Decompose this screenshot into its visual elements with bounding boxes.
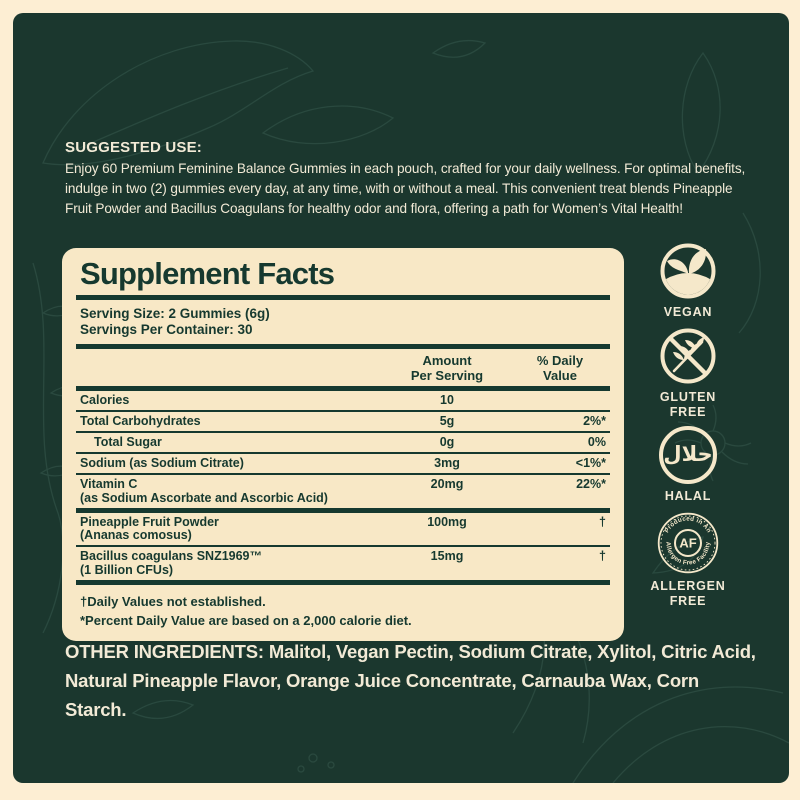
badge-allergen-free-label: ALLERGEN FREE: [650, 579, 726, 608]
supplement-facts-title: Supplement Facts: [80, 256, 335, 291]
badge-gluten-free: GLUTEN FREE: [646, 327, 730, 419]
serving-size: Serving Size: 2 Gummies (6g): [80, 306, 270, 321]
divider: [76, 344, 610, 349]
servings-per-container: Servings Per Container: 30: [80, 322, 253, 337]
halal-icon: حلال: [659, 426, 717, 484]
halal-arabic-text: حلال: [663, 441, 713, 466]
table-row-calories: Calories 10: [76, 391, 610, 412]
label-board: SUGGESTED USE: Enjoy 60 Premium Feminine…: [13, 13, 789, 783]
table-row-bacillus-coagulans: Bacillus coagulans SNZ1969™ (1 Billion C…: [76, 547, 610, 585]
table-row-total-carbohydrates: Total Carbohydrates 5g 2%*: [76, 412, 610, 433]
other-ingredients-section: OTHER INGREDIENTS: Malitol, Vegan Pectin…: [65, 637, 765, 724]
vegan-icon: [660, 243, 716, 299]
badge-allergen-free: Produced in An Allergen Free Facility AF…: [646, 512, 730, 608]
suggested-use-text: Enjoy 60 Premium Feminine Balance Gummie…: [65, 161, 746, 216]
footnote-percent-dv: *Percent Daily Value are based on a 2,00…: [80, 613, 412, 628]
suggested-use-heading: SUGGESTED USE:: [65, 139, 202, 156]
serving-info: Serving Size: 2 Gummies (6g) Servings Pe…: [80, 306, 610, 338]
footnote-daily-values: †Daily Values not established.: [80, 593, 266, 609]
badge-halal: حلال HALAL: [646, 426, 730, 504]
badge-vegan-label: VEGAN: [663, 305, 713, 319]
table-row-vitamin-c: Vitamin C (as Sodium Ascorbate and Ascor…: [76, 475, 610, 513]
amount-column-header: Amount Per Serving: [410, 353, 484, 383]
allergen-free-icon: Produced in An Allergen Free Facility AF: [657, 512, 719, 574]
divider: [76, 295, 610, 300]
suggested-use-section: SUGGESTED USE: Enjoy 60 Premium Feminine…: [65, 139, 762, 219]
gluten-free-icon: [660, 328, 716, 384]
facts-footnotes: †Daily Values not established. *Percent …: [80, 593, 610, 630]
other-ingredients-heading: OTHER INGREDIENTS:: [65, 641, 264, 662]
badge-gluten-free-label: GLUTEN FREE: [659, 390, 717, 419]
facts-header-row: Amount Per Serving % Daily Value: [76, 349, 610, 391]
daily-value-column-header: % Daily Value: [536, 353, 584, 383]
supplement-facts-panel: Supplement Facts Serving Size: 2 Gummies…: [62, 248, 624, 641]
other-ingredients-text: OTHER INGREDIENTS: Malitol, Vegan Pectin…: [65, 637, 765, 724]
table-row-sodium: Sodium (as Sodium Citrate) 3mg <1%*: [76, 454, 610, 475]
badge-halal-label: HALAL: [664, 489, 712, 503]
af-center-text: AF: [679, 536, 696, 551]
other-ingredients-list: Malitol, Vegan Pectin, Sodium Citrate, X…: [65, 641, 756, 720]
badge-vegan: VEGAN: [646, 242, 730, 320]
table-row-total-sugar: Total Sugar 0g 0%: [76, 433, 610, 454]
table-row-pineapple-fruit-powder: Pineapple Fruit Powder (Ananas comosus) …: [76, 513, 610, 547]
